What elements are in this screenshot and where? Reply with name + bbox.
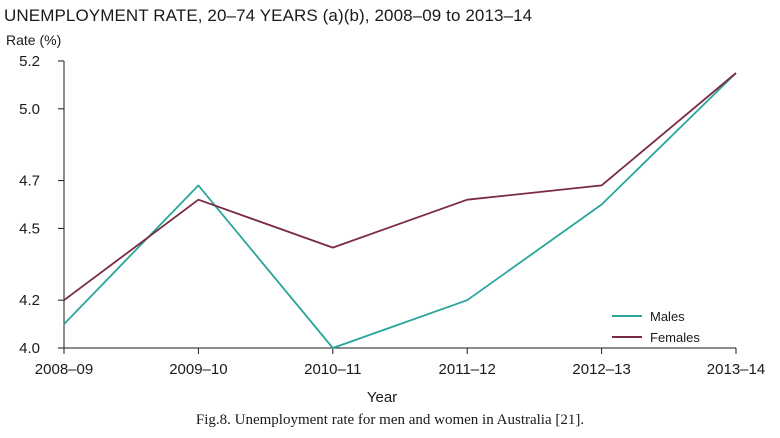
- y-tick-label: 4.5: [19, 220, 40, 237]
- legend-label-females: Females: [650, 330, 700, 345]
- x-tick-label: 2012–13: [572, 361, 630, 378]
- line-chart: 4.0 4.2 4.5 4.7 5.0 5.2 2008–09 2009–10 2010–11 2…: [19, 53, 765, 406]
- x-tick-label: 2009–10: [169, 361, 227, 378]
- y-tick-label: 5.0: [19, 101, 40, 118]
- series-line-males: [63, 72, 737, 349]
- x-tick-label: 2010–11: [304, 361, 361, 378]
- x-tick-label: 2011–12: [439, 361, 496, 378]
- x-axis-title: Year: [367, 389, 397, 406]
- y-tick-label: 4.2: [19, 292, 40, 309]
- series-line-females: [63, 72, 737, 301]
- figure-caption: Fig.8. Unemployment rate for men and wom…: [195, 412, 585, 428]
- y-tick-label: 5.2: [19, 53, 40, 70]
- legend-label-males: Males: [650, 309, 685, 324]
- y-axis-title: Rate (%): [6, 32, 62, 48]
- x-tick-label: 2008–09: [35, 361, 93, 378]
- y-tick-label: 4.7: [19, 173, 40, 190]
- x-tick-label: 2013–14: [707, 361, 765, 378]
- y-tick-label: 4.0: [19, 340, 40, 357]
- chart-title: UNEMPLOYMENT RATE, 20–74 YEARS (a)(b), 2…: [4, 6, 533, 25]
